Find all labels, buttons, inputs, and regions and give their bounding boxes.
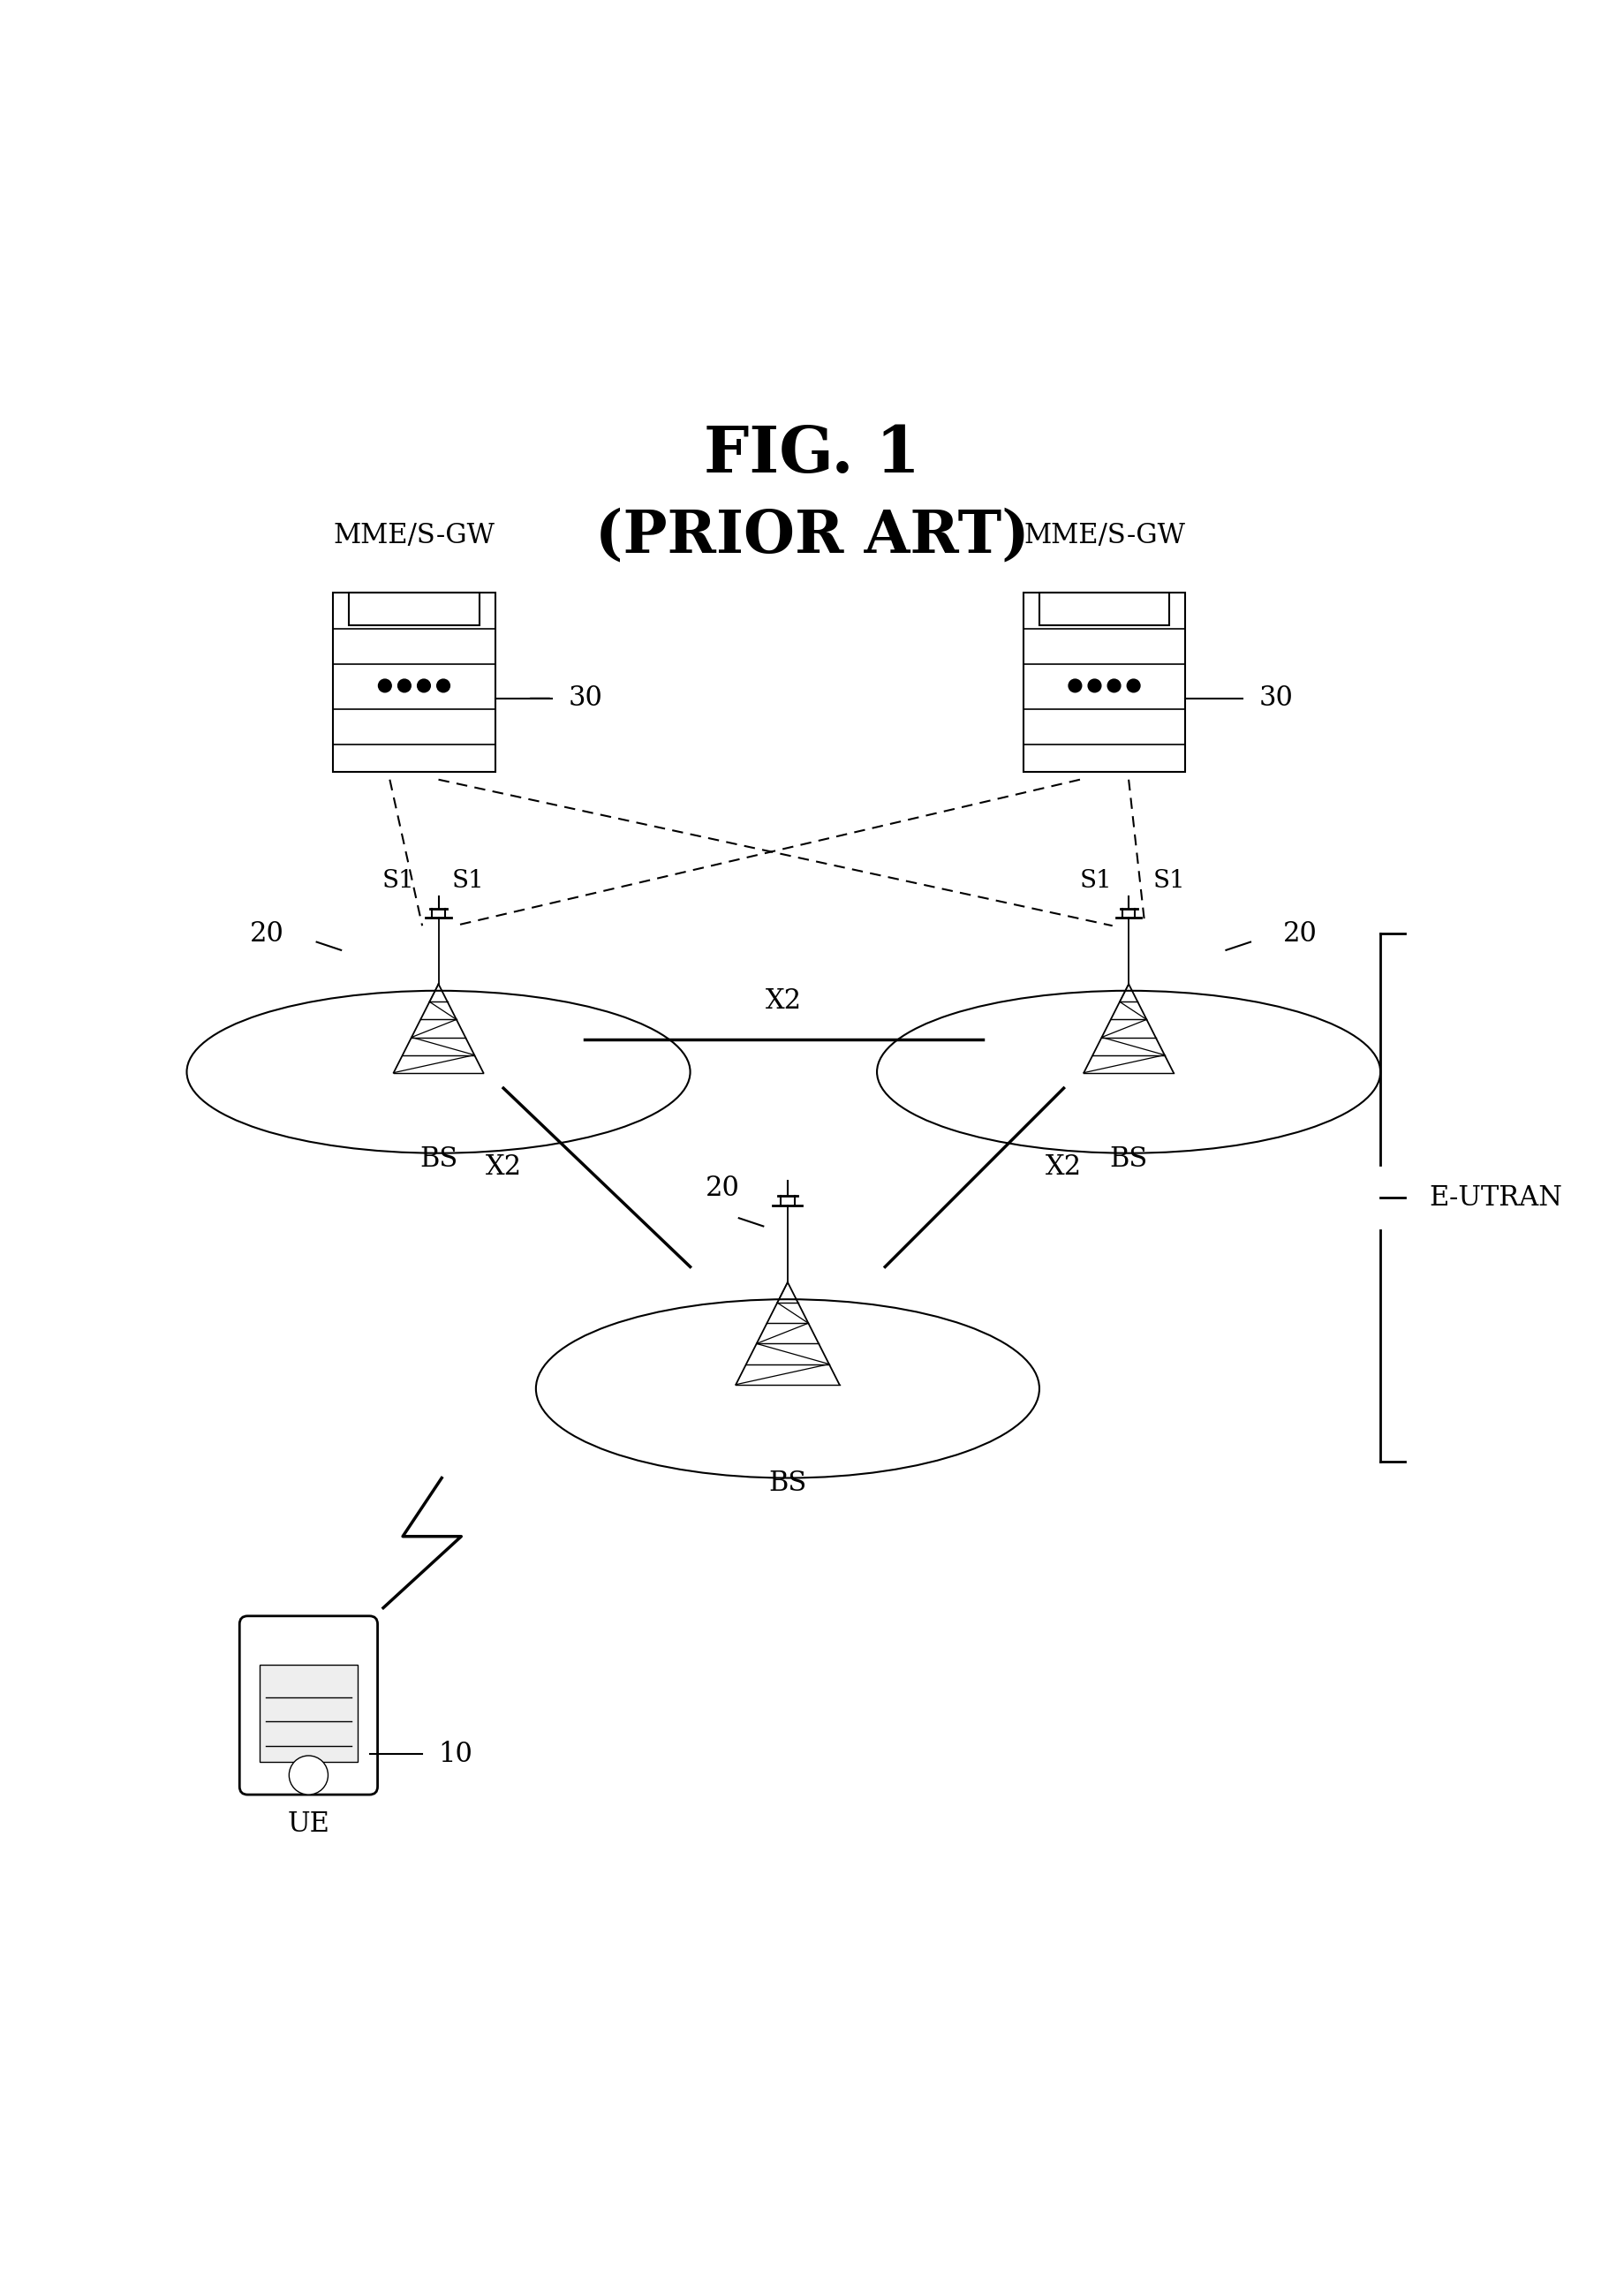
Text: MME/S-GW: MME/S-GW xyxy=(333,522,495,550)
Circle shape xyxy=(1088,680,1101,692)
Ellipse shape xyxy=(536,1298,1039,1477)
Bar xyxy=(349,593,479,625)
Text: S1: S1 xyxy=(1153,870,1186,893)
Text: MME/S-GW: MME/S-GW xyxy=(1023,522,1186,550)
Text: BS: BS xyxy=(768,1470,807,1498)
Text: S1: S1 xyxy=(451,870,484,893)
Text: S1: S1 xyxy=(382,870,414,893)
FancyBboxPatch shape xyxy=(240,1617,377,1795)
Text: UE: UE xyxy=(287,1811,330,1839)
Bar xyxy=(333,593,495,772)
Circle shape xyxy=(398,680,411,692)
Text: BS: BS xyxy=(419,1145,458,1172)
Text: (PRIOR ART): (PRIOR ART) xyxy=(594,508,1030,566)
Text: 20: 20 xyxy=(705,1175,741,1202)
Circle shape xyxy=(1069,680,1082,692)
Text: 30: 30 xyxy=(568,685,603,712)
Text: E-UTRAN: E-UTRAN xyxy=(1429,1184,1562,1211)
Text: X2: X2 xyxy=(1046,1154,1082,1182)
Bar xyxy=(260,1665,357,1763)
Circle shape xyxy=(1108,680,1121,692)
Ellipse shape xyxy=(187,992,690,1154)
Text: 30: 30 xyxy=(1259,685,1293,712)
Circle shape xyxy=(417,680,430,692)
Text: 20: 20 xyxy=(250,921,284,948)
Text: BS: BS xyxy=(1109,1145,1148,1172)
Bar xyxy=(1023,593,1186,772)
Bar xyxy=(1039,593,1169,625)
Circle shape xyxy=(1127,680,1140,692)
Text: 10: 10 xyxy=(438,1740,473,1768)
Text: S1: S1 xyxy=(1080,870,1112,893)
Circle shape xyxy=(437,680,450,692)
Circle shape xyxy=(289,1756,328,1795)
Ellipse shape xyxy=(877,992,1380,1154)
Text: 20: 20 xyxy=(1283,921,1317,948)
Circle shape xyxy=(378,680,391,692)
Text: X2: X2 xyxy=(486,1154,521,1182)
Text: X2: X2 xyxy=(765,987,802,1014)
Text: FIG. 1: FIG. 1 xyxy=(703,424,921,485)
